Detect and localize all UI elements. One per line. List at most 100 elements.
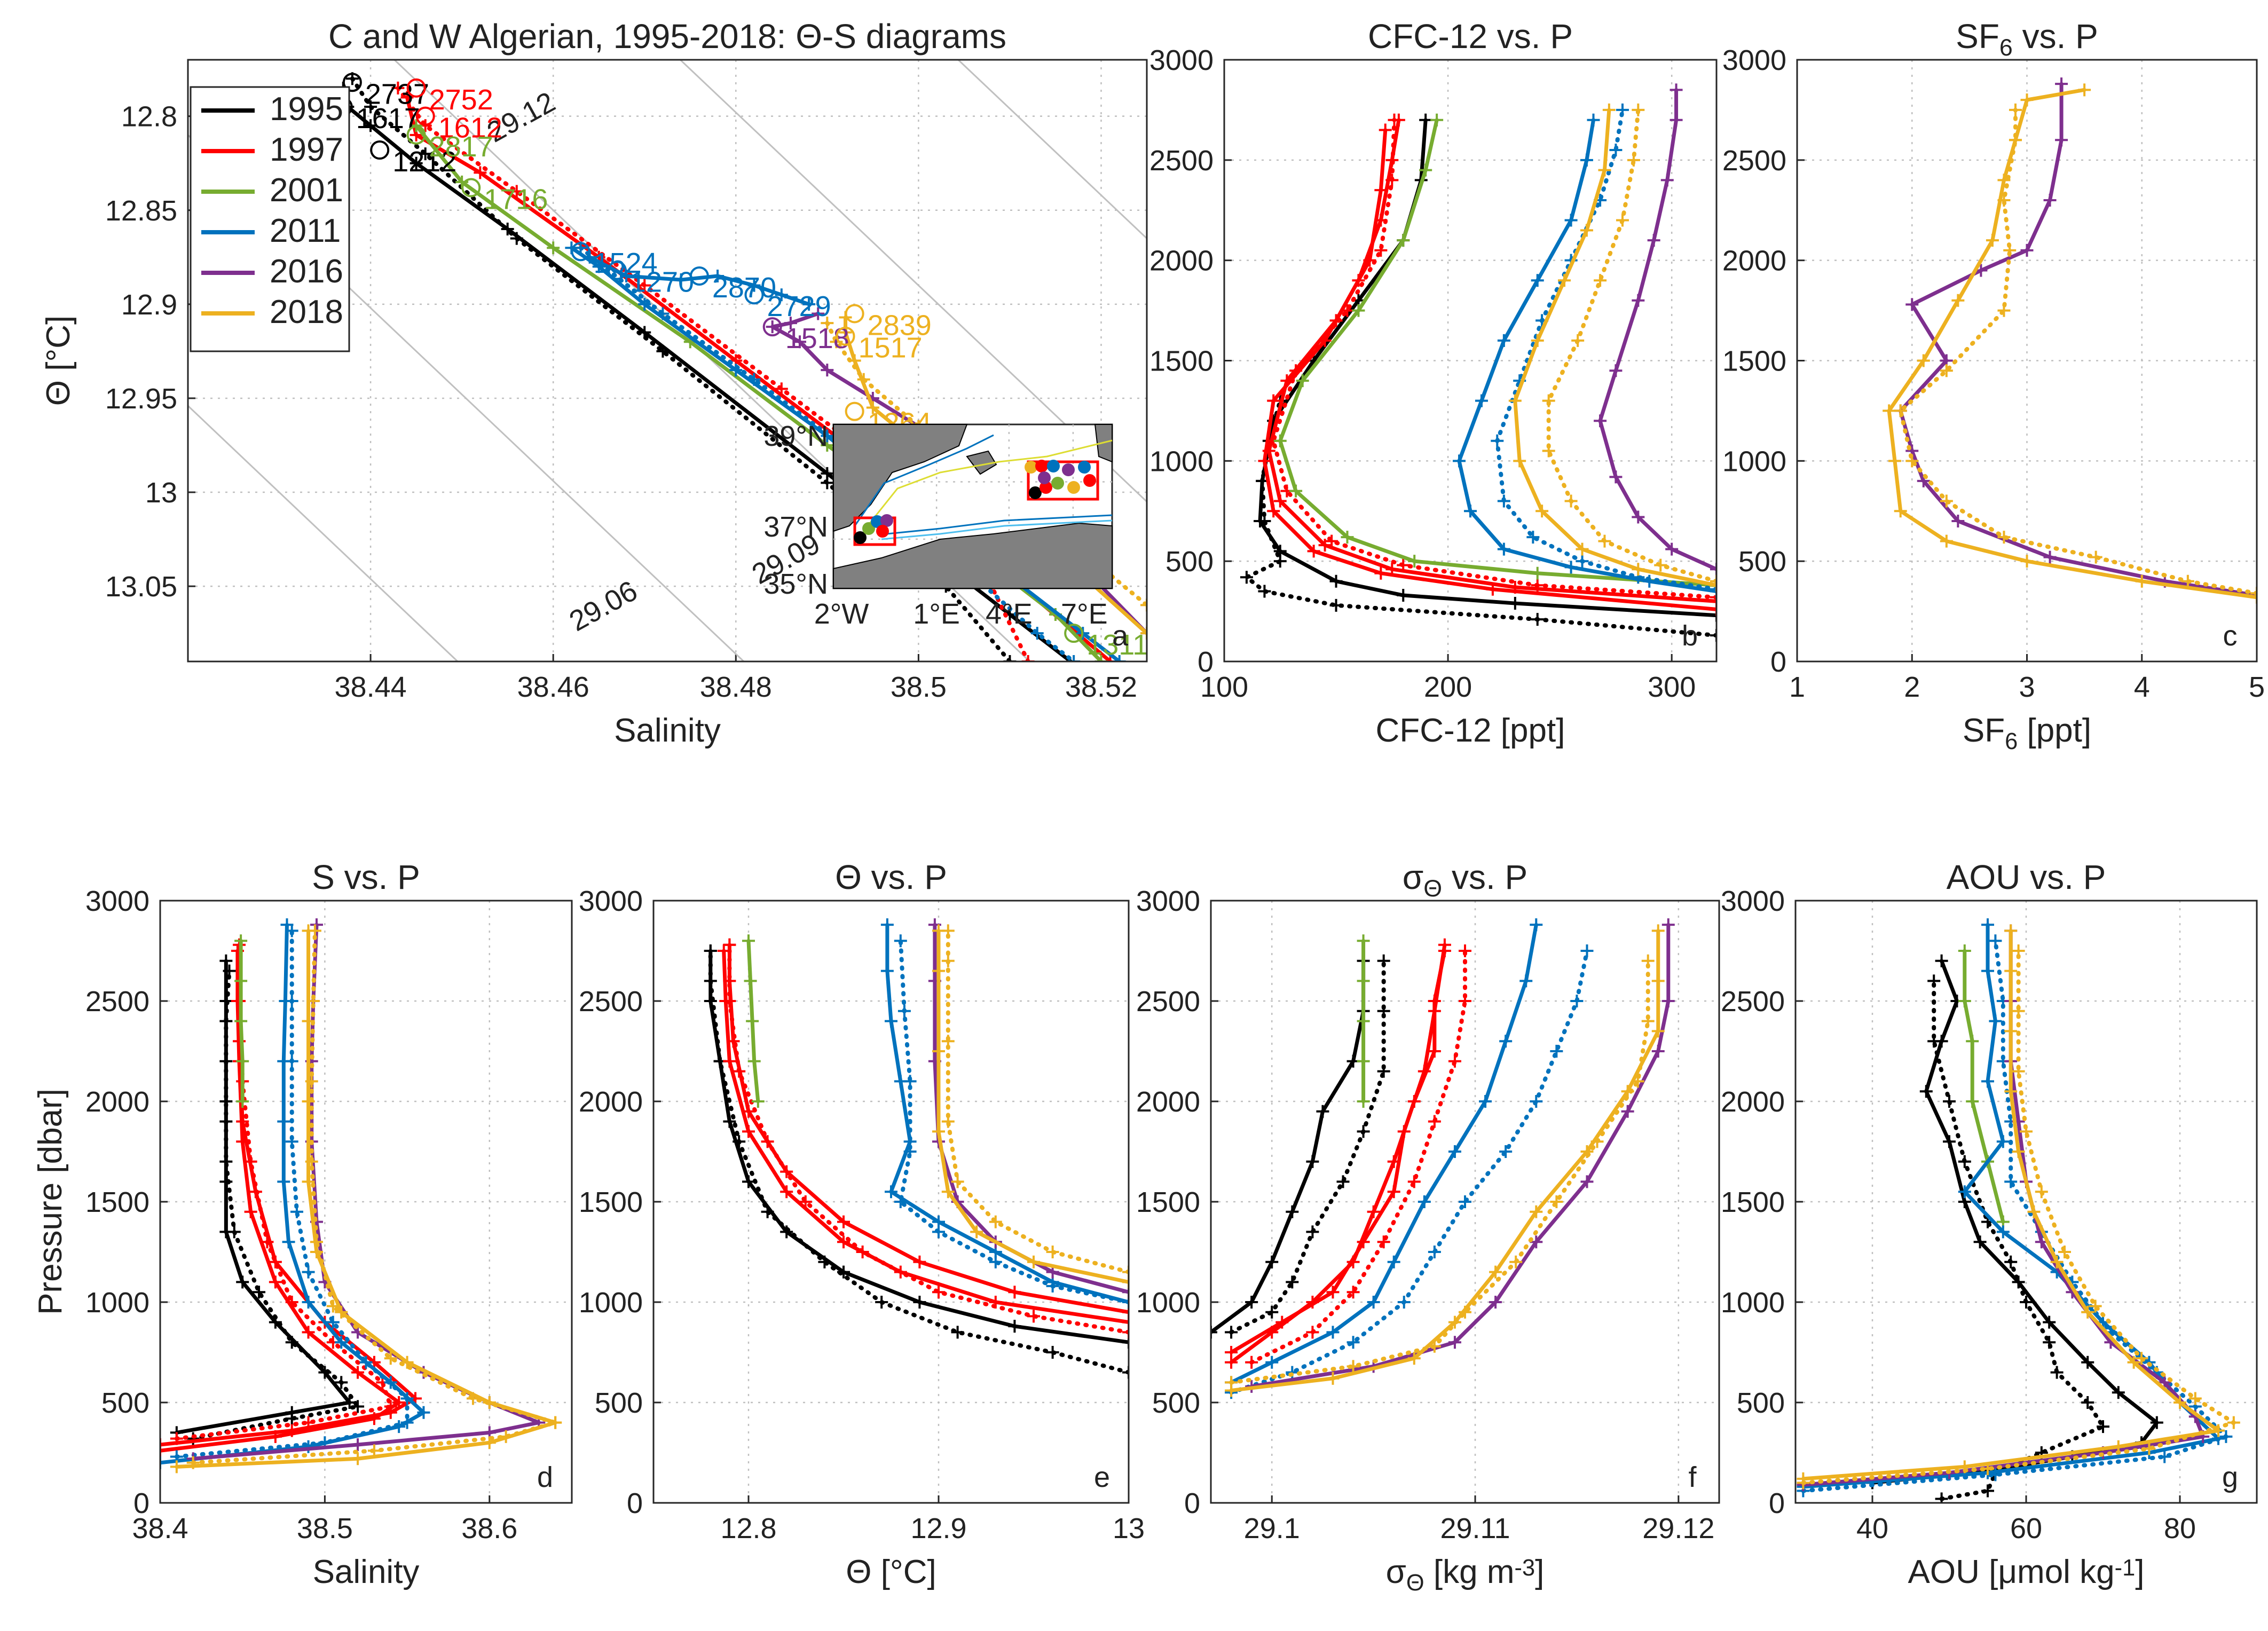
data-point-marker bbox=[1905, 454, 1919, 468]
data-point-marker bbox=[335, 1376, 348, 1389]
data-point-marker bbox=[1951, 294, 1965, 307]
data-point-marker bbox=[1245, 1356, 1258, 1369]
data-point-marker bbox=[1665, 542, 1679, 556]
data-point-marker bbox=[2143, 1442, 2156, 1455]
data-point-marker bbox=[285, 1424, 298, 1437]
data-point-marker bbox=[474, 166, 487, 179]
station-marker bbox=[845, 304, 864, 324]
series-line-2018-dotted bbox=[946, 928, 1129, 1274]
inset-lon-label: 2°W bbox=[814, 598, 869, 630]
station-label: 1612 bbox=[438, 112, 502, 144]
data-point-marker bbox=[351, 1452, 365, 1465]
data-point-marker bbox=[285, 1135, 298, 1148]
data-point-marker bbox=[1710, 563, 1716, 576]
data-point-marker bbox=[384, 1352, 397, 1365]
data-point-marker bbox=[1225, 1326, 1238, 1339]
data-point-marker bbox=[1122, 1305, 1129, 1319]
data-point-marker bbox=[1550, 1045, 1563, 1058]
data-point-marker bbox=[793, 335, 807, 349]
data-point-marker bbox=[2078, 83, 2091, 97]
data-point-marker bbox=[1377, 1004, 1390, 1018]
data-point-marker bbox=[1651, 974, 1665, 988]
data-point-marker bbox=[1357, 1014, 1370, 1028]
data-point-marker bbox=[1508, 581, 1522, 594]
data-point-marker bbox=[326, 1299, 340, 1313]
y-tick-label: 500 bbox=[101, 1387, 149, 1419]
station-marker bbox=[342, 73, 362, 92]
data-point-marker bbox=[2012, 1004, 2025, 1018]
series-line-2016 bbox=[1899, 82, 2257, 597]
data-point-marker bbox=[1641, 954, 1655, 967]
isopycnal-label: 29.06 bbox=[564, 574, 642, 637]
data-point-marker bbox=[1122, 1275, 1129, 1289]
data-point-marker bbox=[306, 995, 320, 1007]
data-point-marker bbox=[285, 1336, 298, 1349]
x-axis-label: Salinity bbox=[313, 1554, 420, 1590]
station-marker bbox=[744, 285, 764, 305]
data-point-marker bbox=[1225, 1346, 1238, 1359]
panel-a-theta-s-diagram: 38.44 38.46 38.48 38.5 38.52 12.8 12.85 12.9 12.… bbox=[40, 17, 1148, 749]
data-point-marker bbox=[1448, 1336, 1461, 1349]
data-point-marker bbox=[1710, 629, 1716, 642]
data-point-marker bbox=[951, 1175, 964, 1188]
data-point-marker bbox=[1499, 1035, 1513, 1048]
data-point-marker bbox=[2009, 103, 2022, 116]
data-point-marker bbox=[1531, 334, 1544, 347]
panel-d-salinity-profile: 38.4 38.5 38.6 0 500 1000 1500 2000 2500 3000 S vs… bbox=[32, 858, 573, 1590]
data-point-marker bbox=[236, 1275, 249, 1289]
axes-frame bbox=[1210, 900, 1720, 1504]
data-point-marker bbox=[1352, 304, 1365, 317]
station-marker bbox=[406, 78, 426, 98]
legend-label: 2016 bbox=[270, 253, 343, 290]
data-point-marker bbox=[285, 924, 298, 937]
inset-station-dot bbox=[1078, 461, 1091, 474]
station-label: 2752 bbox=[429, 84, 493, 116]
data-point-marker bbox=[1325, 534, 1338, 548]
data-point-marker bbox=[1265, 1305, 1279, 1319]
data-point-marker bbox=[1430, 113, 1444, 127]
plot-area bbox=[1883, 77, 2257, 604]
x-tick-label: 60 bbox=[2010, 1512, 2042, 1545]
data-point-marker bbox=[1306, 1326, 1319, 1339]
data-point-marker bbox=[989, 1255, 1002, 1268]
data-point-marker bbox=[1240, 571, 1253, 584]
data-point-marker bbox=[1428, 1004, 1441, 1018]
data-point-marker bbox=[1958, 1155, 1971, 1168]
y-tick-label: 1500 bbox=[85, 1186, 149, 1218]
data-point-marker bbox=[2027, 1205, 2041, 1218]
data-point-marker bbox=[1973, 1235, 1987, 1249]
data-point-marker bbox=[302, 1296, 315, 1309]
y-tick-label: 12.95 bbox=[105, 383, 177, 415]
data-point-marker bbox=[277, 1115, 290, 1128]
y-tick-label: 2500 bbox=[579, 986, 643, 1018]
data-point-marker bbox=[1651, 1025, 1665, 1038]
data-point-marker bbox=[1341, 531, 1354, 544]
legend-box bbox=[190, 86, 350, 352]
data-point-marker bbox=[1940, 534, 1953, 548]
data-point-marker bbox=[2020, 555, 2034, 568]
station-label: 1716 bbox=[484, 183, 548, 215]
y-tick-label: 13 bbox=[145, 477, 177, 509]
panel-title: σΘ vs. P bbox=[1403, 858, 1527, 902]
data-point-marker bbox=[1981, 964, 1994, 978]
series-line-1997 bbox=[160, 949, 401, 1453]
data-point-marker bbox=[219, 1095, 233, 1108]
data-point-marker bbox=[2158, 1450, 2171, 1463]
x-axis-label: CFC-12 [ppt] bbox=[1376, 712, 1565, 749]
data-point-marker bbox=[302, 1326, 315, 1339]
data-point-marker bbox=[1632, 103, 1645, 116]
series-line-2011 bbox=[1229, 923, 1538, 1384]
x-tick-label: 38.5 bbox=[891, 671, 947, 703]
data-point-marker bbox=[1003, 655, 1017, 661]
data-point-marker bbox=[1616, 103, 1629, 116]
x-tick-label: 300 bbox=[1648, 671, 1696, 703]
station-label: 1524 bbox=[594, 247, 658, 279]
y-tick-label: 1500 bbox=[1149, 345, 1214, 377]
data-point-marker bbox=[1367, 1205, 1380, 1218]
data-point-marker bbox=[285, 1296, 298, 1309]
inset-lon-label: 4°E bbox=[986, 598, 1033, 630]
inset-station-dot bbox=[1047, 460, 1060, 472]
legend-label: 2011 bbox=[270, 212, 341, 249]
panel-letter: e bbox=[1094, 1461, 1110, 1493]
